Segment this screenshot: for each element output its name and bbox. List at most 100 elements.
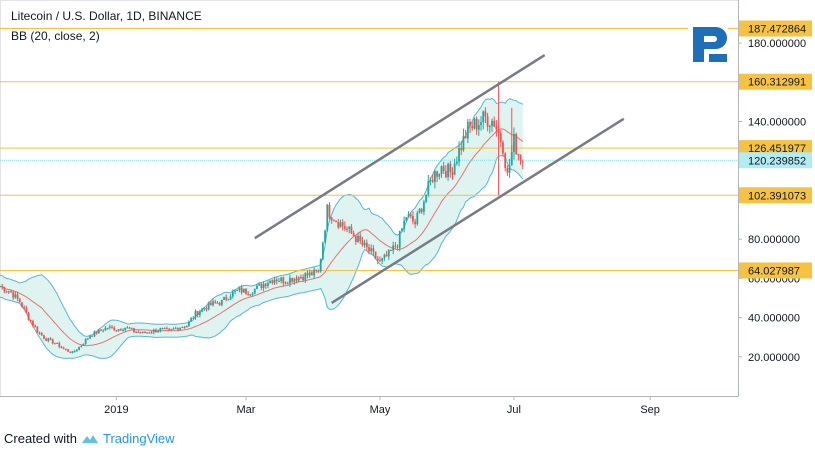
bollinger-basis-line (0, 128, 524, 347)
candle-body (418, 208, 421, 213)
candle-body (300, 277, 302, 279)
candle-body (157, 330, 160, 333)
candle-body (16, 294, 19, 299)
candle-body (14, 294, 17, 298)
candle-body (249, 294, 252, 296)
candle-body (45, 338, 48, 341)
candle-body (304, 273, 307, 281)
candle-body (442, 166, 445, 172)
candle-body (398, 230, 401, 248)
candle-body (238, 287, 241, 290)
tradingview-logo-icon (81, 434, 98, 443)
candle-body (321, 242, 324, 260)
candle-body (271, 280, 274, 283)
candle-body (486, 116, 489, 127)
candle-body (275, 279, 278, 282)
candle-body (251, 293, 254, 295)
candle-body (425, 194, 428, 202)
candle-body (513, 134, 515, 153)
candle-body (394, 245, 397, 247)
candle-body (194, 311, 197, 318)
broker-logo-icon (688, 22, 728, 66)
candle-body (420, 208, 423, 212)
candle-body (515, 134, 518, 154)
candle-body (161, 328, 164, 330)
candle-body (414, 221, 417, 225)
created-with-text: Created with (4, 431, 77, 446)
candle-body (124, 327, 127, 331)
candle-body (488, 126, 491, 128)
candle-body (449, 163, 452, 173)
candle-body (297, 277, 300, 281)
candle-body (319, 259, 322, 272)
candle-body (473, 118, 476, 129)
candle-body (73, 351, 76, 353)
candle-body (71, 351, 74, 353)
candle-body (177, 328, 179, 330)
candle-body (181, 327, 184, 329)
current-price-label: 120.239852 (748, 155, 806, 167)
level-label-2-bg (739, 140, 812, 157)
candle-body (126, 327, 129, 329)
candle-body (407, 214, 410, 218)
bollinger-band-fill (0, 98, 523, 359)
candle-body (409, 214, 412, 217)
candle-body (108, 326, 111, 328)
x-tick-label: 2019 (104, 404, 128, 416)
candle-body (69, 351, 72, 353)
candle-body (91, 335, 94, 337)
candle-body (508, 165, 511, 173)
candle-body (117, 329, 120, 331)
x-tick-label: Jul (507, 404, 521, 416)
candle-body (350, 226, 353, 233)
candle-body (458, 148, 460, 162)
candle-body (49, 338, 52, 340)
candle-body (444, 171, 447, 178)
candle-body (291, 277, 294, 282)
candle-body (269, 280, 272, 284)
candle-body (346, 228, 348, 230)
candle-body (78, 346, 80, 350)
candle-body (308, 272, 311, 276)
candle-body (84, 339, 87, 344)
candle-body (10, 291, 12, 293)
level-label-2: 126.451977 (748, 143, 806, 155)
candle-body (460, 148, 463, 151)
candle-body (75, 349, 78, 352)
current-price-label-bg (739, 152, 812, 169)
candle-body (201, 308, 203, 312)
candle-body (361, 240, 364, 246)
candle-body (247, 294, 250, 296)
candle-body (493, 120, 496, 127)
candle-body (379, 260, 381, 262)
candle-body (205, 308, 208, 310)
candle-body (453, 163, 456, 175)
candle-body (385, 254, 388, 257)
candle-body (447, 163, 449, 178)
candle-body (289, 277, 291, 284)
candle-body (401, 228, 403, 231)
candle-body (119, 329, 122, 331)
candle-body (341, 222, 344, 227)
candle-body (330, 217, 333, 221)
candle-body (3, 286, 6, 292)
logo-bar (709, 54, 727, 62)
candle-body (519, 154, 522, 162)
candle-body (335, 221, 337, 223)
y-tick-label: 40.000000 (748, 313, 800, 325)
candle-body (32, 321, 34, 326)
candle-body (227, 299, 230, 301)
candle-body (433, 171, 436, 182)
candle-body (264, 283, 267, 286)
candle-body (480, 122, 482, 126)
tradingview-brand[interactable]: TradingView (102, 431, 175, 446)
candle-body (339, 222, 342, 228)
candle-body (93, 331, 96, 337)
candle-body (159, 328, 162, 331)
candle-body (245, 288, 247, 295)
candle-body (451, 172, 454, 175)
x-tick-label: May (370, 404, 391, 416)
candle-body (521, 161, 524, 163)
